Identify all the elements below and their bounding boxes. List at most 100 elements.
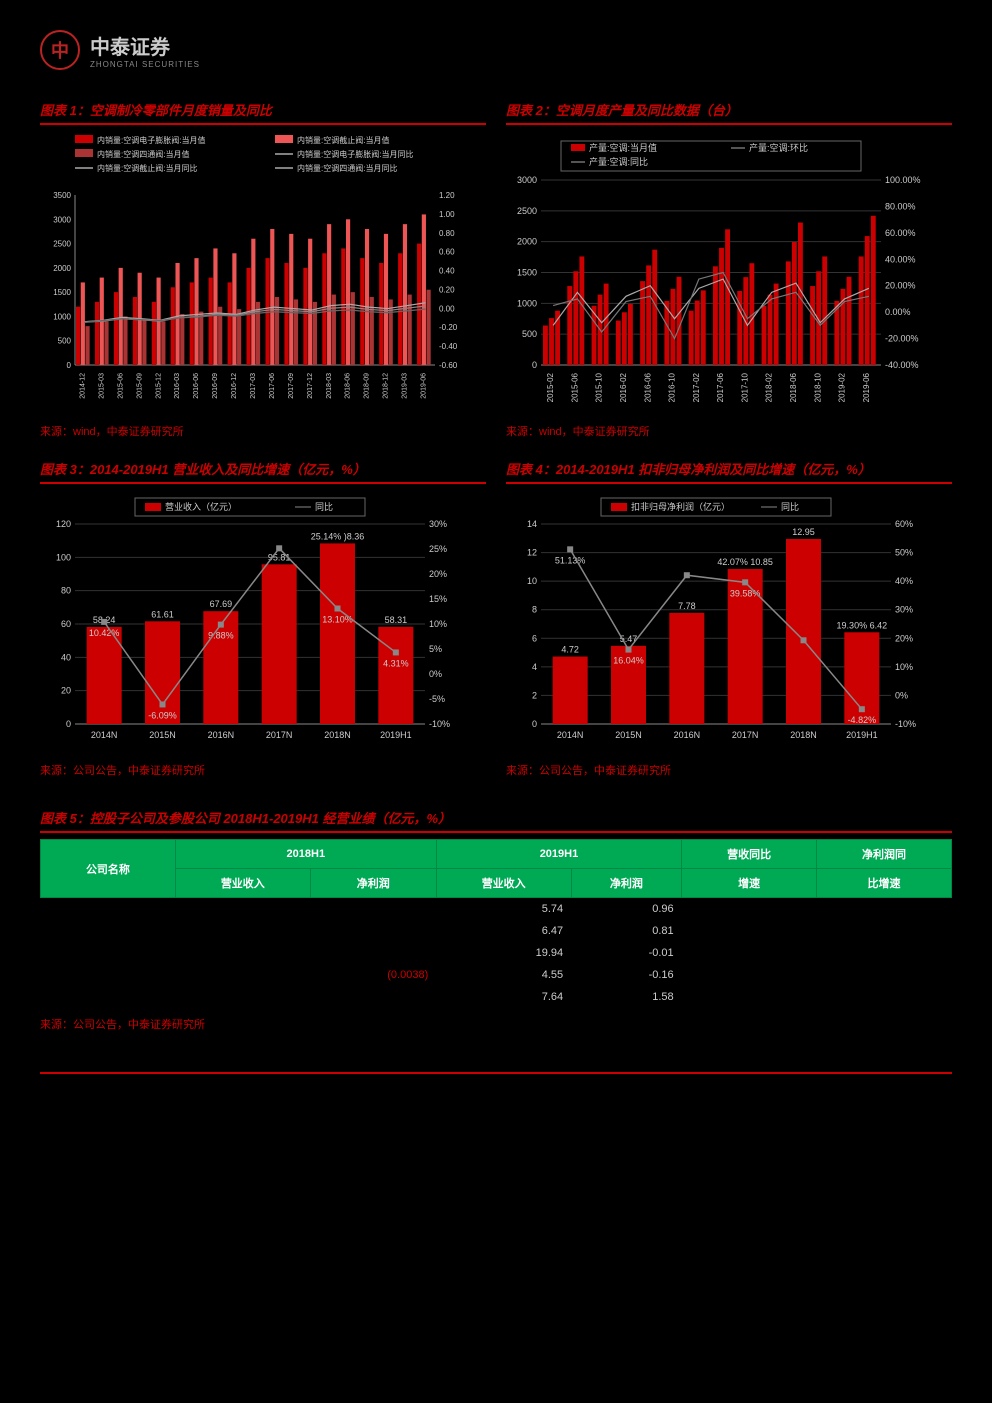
svg-text:16.04%: 16.04%: [613, 656, 644, 666]
table-cell: [175, 920, 310, 942]
svg-text:60: 60: [61, 619, 71, 629]
svg-text:同比: 同比: [315, 501, 333, 512]
table-row: 19.94-0.01: [41, 942, 952, 964]
chart4-source: 来源：公司公告，中泰证券研究所: [506, 762, 952, 778]
svg-text:40%: 40%: [895, 576, 913, 586]
footer-divider: [40, 1072, 952, 1074]
svg-text:0: 0: [66, 719, 71, 729]
svg-text:2015-03: 2015-03: [98, 373, 105, 399]
svg-text:40: 40: [61, 652, 71, 662]
chart1-title: 图表 1：空调制冷零部件月度销量及同比: [40, 100, 486, 125]
svg-text:营业收入（亿元）: 营业收入（亿元）: [165, 501, 237, 512]
svg-text:2014-12: 2014-12: [79, 373, 86, 399]
svg-text:扣非归母净利润（亿元）: 扣非归母净利润（亿元）: [631, 501, 730, 512]
svg-text:-6.09%: -6.09%: [148, 710, 177, 720]
svg-text:6: 6: [532, 633, 537, 643]
svg-text:2016N: 2016N: [208, 730, 235, 740]
table-cell: [682, 898, 817, 921]
table-cell: [817, 898, 952, 921]
svg-text:内销量:空调四通阀:当月同比: 内销量:空调四通阀:当月同比: [297, 163, 397, 173]
svg-text:20%: 20%: [895, 633, 913, 643]
svg-text:-4.82%: -4.82%: [848, 715, 877, 725]
th-ratio: 比增速: [817, 869, 952, 898]
svg-text:1000: 1000: [517, 298, 537, 308]
svg-text:2018N: 2018N: [790, 730, 817, 740]
svg-text:100.00%: 100.00%: [885, 175, 921, 185]
table-cell: -0.16: [571, 964, 682, 986]
table-cell: 6.47: [436, 920, 571, 942]
table-row: 5.740.96: [41, 898, 952, 921]
chart2-title: 图表 2：空调月度产量及同比数据（台）: [506, 100, 952, 125]
chart2-source: 来源：wind，中泰证券研究所: [506, 423, 952, 439]
table-cell: 19.94: [436, 942, 571, 964]
svg-text:0.40: 0.40: [439, 267, 455, 276]
svg-text:0.00%: 0.00%: [885, 307, 911, 317]
table-cell: [41, 964, 176, 986]
svg-text:8: 8: [532, 605, 537, 615]
svg-text:1500: 1500: [53, 288, 71, 297]
svg-text:2017-09: 2017-09: [288, 373, 295, 399]
svg-text:2018-02: 2018-02: [765, 372, 774, 402]
svg-text:内销量:空调电子膨胀阀:当月同比: 内销量:空调电子膨胀阀:当月同比: [297, 149, 413, 159]
table-cell: [682, 920, 817, 942]
svg-text:60%: 60%: [895, 519, 913, 529]
th-revyoy: 营收同比: [682, 840, 817, 869]
svg-text:1000: 1000: [53, 312, 71, 321]
svg-text:0.00: 0.00: [439, 304, 455, 313]
logo: 中 中泰证券 ZHONGTAI SECURITIES: [40, 30, 952, 70]
svg-text:19.30% 6.42: 19.30% 6.42: [837, 620, 888, 630]
svg-text:4.31%: 4.31%: [383, 658, 409, 668]
svg-text:51.13%: 51.13%: [555, 555, 586, 565]
svg-text:0: 0: [532, 360, 537, 370]
table-cell: -0.01: [571, 942, 682, 964]
table-cell: [41, 898, 176, 921]
svg-text:-5%: -5%: [429, 694, 445, 704]
table-cell: [41, 920, 176, 942]
svg-text:-0.40: -0.40: [439, 342, 458, 351]
table-cell: 0.96: [571, 898, 682, 921]
chart2: 图表 2：空调月度产量及同比数据（台） 产量:空调:当月值产量:空调:环比产量:…: [506, 100, 952, 439]
table-cell: [175, 942, 310, 964]
svg-text:3500: 3500: [53, 191, 71, 200]
chart3: 图表 3：2014-2019H1 营业收入及同比增速（亿元，%） 营业收入（亿元…: [40, 459, 486, 778]
svg-text:10%: 10%: [895, 662, 913, 672]
svg-text:2015-02: 2015-02: [546, 372, 555, 402]
table-cell: [817, 986, 952, 1008]
svg-text:2015N: 2015N: [149, 730, 176, 740]
svg-text:0%: 0%: [895, 690, 908, 700]
table-cell: [41, 986, 176, 1008]
table-row: 7.641.58: [41, 986, 952, 1008]
svg-text:2016N: 2016N: [674, 730, 701, 740]
chart1: 图表 1：空调制冷零部件月度销量及同比 内销量:空调电子膨胀阀:当月值内销量:空…: [40, 100, 486, 439]
svg-text:2015-06: 2015-06: [570, 372, 579, 402]
svg-text:12: 12: [527, 548, 537, 558]
table-cell: 4.55: [436, 964, 571, 986]
svg-text:4.72: 4.72: [561, 645, 579, 655]
table5-source: 来源：公司公告，中泰证券研究所: [40, 1016, 952, 1032]
svg-text:15%: 15%: [429, 594, 447, 604]
svg-text:-10%: -10%: [895, 719, 916, 729]
table5: 图表 5：控股子公司及参股公司 2018H1-2019H1 经营业绩（亿元，%）…: [40, 808, 952, 1032]
svg-text:2014N: 2014N: [557, 730, 584, 740]
table-cell: [682, 942, 817, 964]
svg-text:2017-06: 2017-06: [269, 373, 276, 399]
svg-text:2017N: 2017N: [732, 730, 759, 740]
svg-text:61.61: 61.61: [151, 609, 174, 619]
svg-text:10: 10: [527, 576, 537, 586]
th-2019: 2019H1: [436, 840, 681, 869]
svg-text:2018-12: 2018-12: [383, 373, 390, 399]
svg-text:2016-10: 2016-10: [668, 372, 677, 402]
svg-text:20%: 20%: [429, 569, 447, 579]
table5-title: 图表 5：控股子公司及参股公司 2018H1-2019H1 经营业绩（亿元，%）: [40, 808, 952, 833]
svg-text:2017-10: 2017-10: [740, 372, 749, 402]
chart4: 图表 4：2014-2019H1 扣非归母净利润及同比增速（亿元，%） 扣非归母…: [506, 459, 952, 778]
table-cell: [310, 898, 436, 921]
svg-text:-10%: -10%: [429, 719, 450, 729]
svg-text:2017-03: 2017-03: [250, 373, 257, 399]
svg-text:1.00: 1.00: [439, 210, 455, 219]
table-cell: [175, 898, 310, 921]
svg-text:5%: 5%: [429, 644, 442, 654]
table-cell: [817, 920, 952, 942]
table-cell: [817, 964, 952, 986]
th-rev18: 营业收入: [175, 869, 310, 898]
